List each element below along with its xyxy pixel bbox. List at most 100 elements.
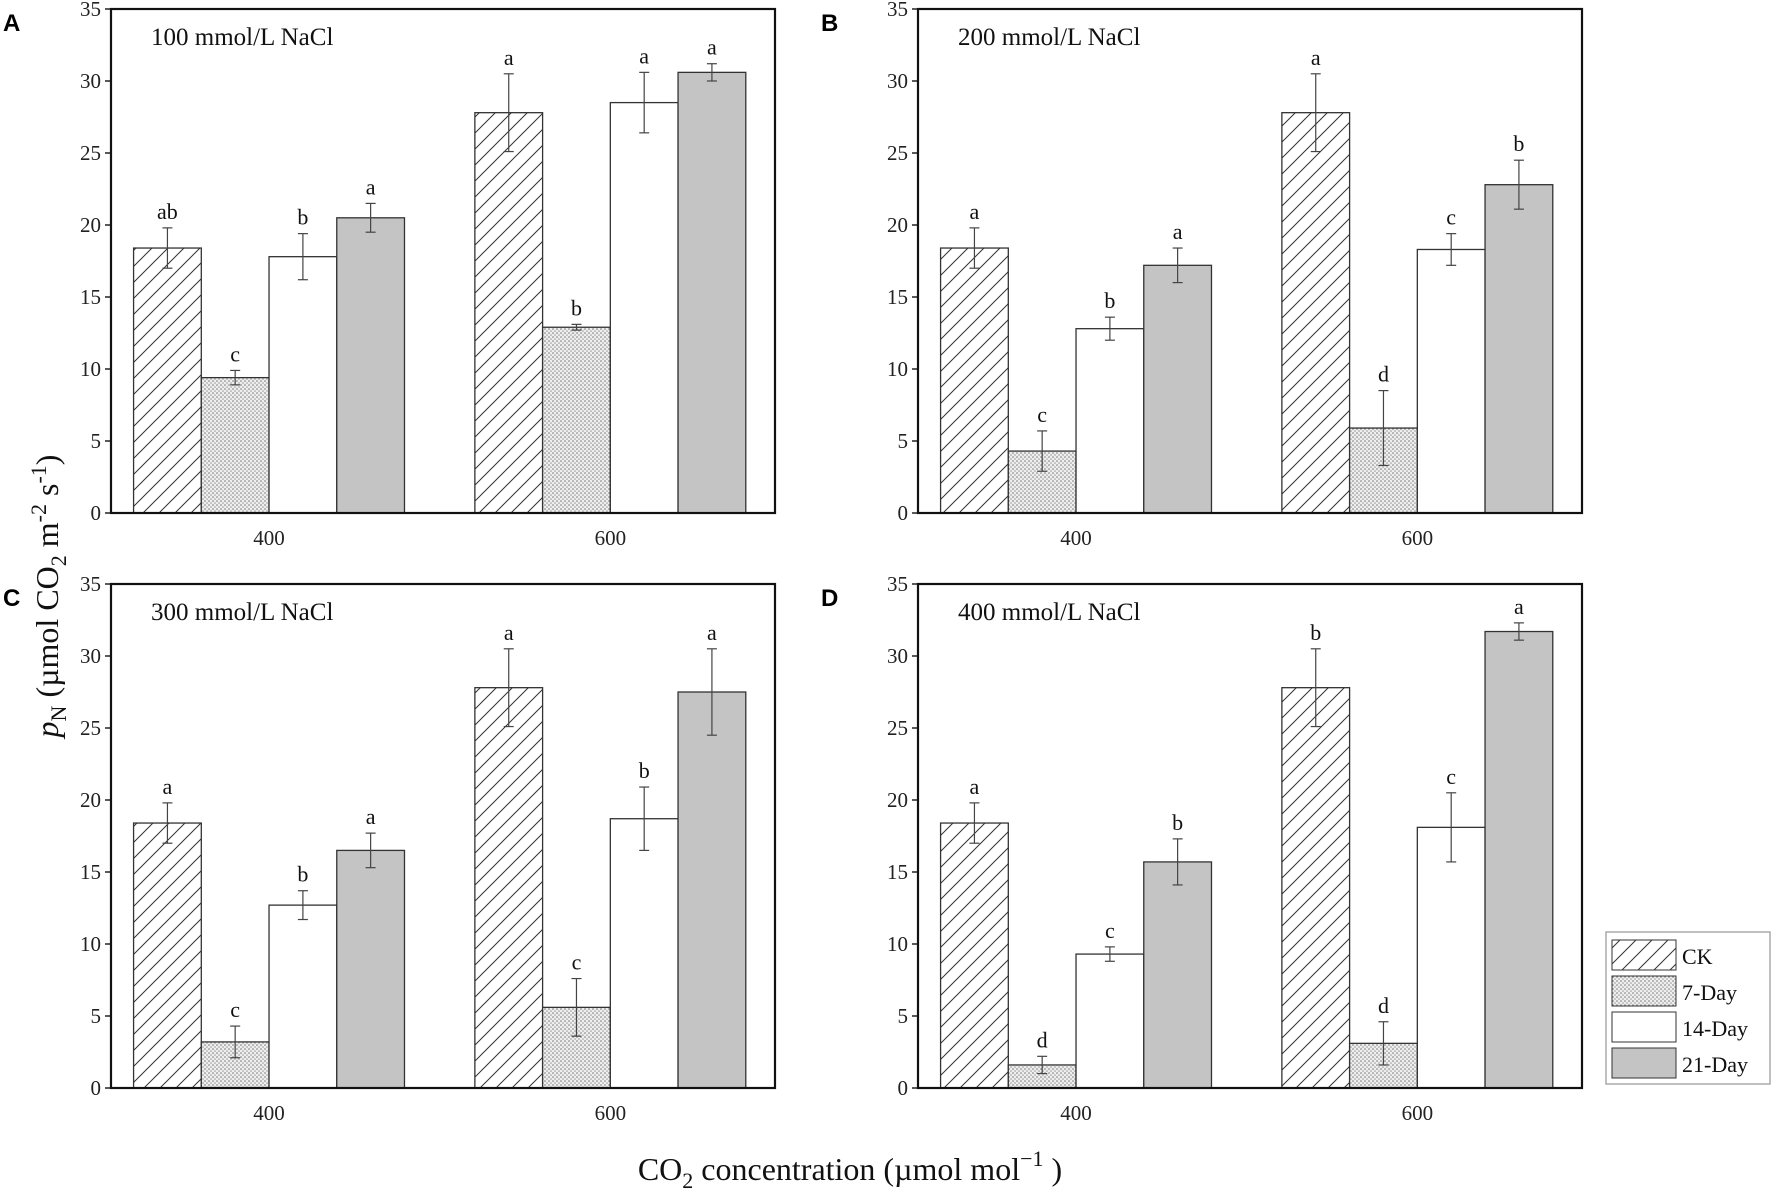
bar-7day-400: [200, 376, 270, 514]
significance-letter: c: [1446, 764, 1456, 789]
y-tick-label: 0: [91, 1076, 102, 1100]
legend-label-21day: 21-Day: [1682, 1052, 1748, 1077]
bar-ck-600: [1281, 687, 1351, 1089]
significance-letter: a: [504, 45, 514, 70]
significance-letter: d: [1378, 362, 1389, 387]
significance-letter: c: [1446, 205, 1456, 230]
y-tick-label: 0: [91, 501, 102, 525]
significance-letter: c: [230, 341, 240, 366]
significance-letter: a: [1173, 219, 1183, 244]
y-tick-label: 15: [80, 860, 101, 884]
bar-14day-400: [1075, 953, 1145, 1089]
y-tick-label: 10: [887, 357, 908, 381]
significance-letter: a: [366, 804, 376, 829]
y-tick-label: 30: [80, 644, 101, 668]
legend-swatch-ck: [1611, 939, 1677, 971]
x-tick-label: 600: [1402, 1101, 1434, 1125]
bar-21day-400: [336, 217, 406, 514]
x-tick-label: 600: [595, 526, 627, 550]
y-tick-label: 35: [887, 0, 908, 21]
bar-ck-600: [474, 687, 544, 1089]
legend-swatch-14day: [1611, 1011, 1677, 1043]
legend-label-7day: 7-Day: [1682, 980, 1737, 1005]
bar-14day-600: [609, 818, 679, 1089]
y-tick-label: 0: [898, 501, 909, 525]
y-tick-label: 35: [80, 0, 101, 21]
panel-d: D 400 mmol/L NaCl 0 5 10 15 20 25 30 35 a d c b 400 b d c…: [821, 572, 1584, 1125]
significance-letter: c: [1037, 402, 1047, 427]
y-tick-label: 25: [887, 141, 908, 165]
bar-21day-600: [677, 71, 747, 514]
y-tick-label: 30: [887, 69, 908, 93]
significance-letter: a: [707, 620, 717, 645]
significance-letter: b: [639, 758, 650, 783]
bar-14day-600: [609, 101, 679, 514]
y-tick-label: 5: [898, 429, 909, 453]
y-tick-label: 0: [898, 1076, 909, 1100]
y-tick-label: 35: [80, 572, 101, 596]
y-tick-label: 30: [887, 644, 908, 668]
significance-letter: b: [1310, 620, 1321, 645]
legend: CK 7-Day 14-Day 21-Day: [1605, 931, 1771, 1085]
legend-label-14day: 14-Day: [1682, 1016, 1748, 1041]
bar-21day-600: [677, 691, 747, 1089]
panel-letter: B: [821, 10, 838, 37]
y-tick-label: 10: [80, 932, 101, 956]
significance-letter: a: [1514, 594, 1524, 619]
panel-title: 400 mmol/L NaCl: [958, 599, 1140, 626]
significance-letter: ab: [157, 199, 178, 224]
x-axis-title: CO2 concentration (µmol mol−1 ): [638, 1146, 1062, 1193]
y-tick-label: 10: [887, 932, 908, 956]
y-axis-title: pN (µmol CO2 m-2 s-1): [26, 455, 71, 740]
y-tick-label: 35: [887, 572, 908, 596]
y-tick-label: 30: [80, 69, 101, 93]
bar-7day-600: [541, 326, 611, 514]
bar-14day-600: [1416, 826, 1486, 1089]
x-tick-label: 400: [253, 1101, 285, 1125]
bar-ck-600: [1281, 112, 1351, 514]
significance-letter: a: [639, 43, 649, 68]
bar-ck-400: [939, 822, 1009, 1089]
y-tick-label: 15: [887, 860, 908, 884]
bar-21day-400: [1143, 264, 1213, 514]
significance-letter: a: [970, 774, 980, 799]
y-tick-label: 20: [80, 788, 101, 812]
significance-letter: b: [297, 205, 308, 230]
y-tick-label: 5: [898, 1004, 909, 1028]
significance-letter: b: [297, 862, 308, 887]
significance-letter: b: [1172, 810, 1183, 835]
panel-b: B 200 mmol/L NaCl 0 5 10 15 20 25 30 35 a c b a 400 a d c…: [821, 0, 1584, 550]
x-tick-label: 400: [253, 526, 285, 550]
bar-ck-400: [132, 247, 202, 514]
panel-letter: C: [3, 585, 20, 612]
panel-c: C 300 mmol/L NaCl 0 5 10 15 20 25 30 35 a c b a 400 a c b…: [3, 572, 777, 1125]
x-tick-label: 400: [1060, 1101, 1092, 1125]
panel-title: 200 mmol/L NaCl: [958, 24, 1140, 51]
y-tick-label: 25: [887, 716, 908, 740]
plot-frame: [916, 7, 1584, 515]
bar-14day-400: [268, 256, 338, 514]
panel-title: 300 mmol/L NaCl: [151, 599, 333, 626]
y-tick-label: 20: [80, 213, 101, 237]
significance-letter: a: [1311, 45, 1321, 70]
x-tick-label: 600: [1402, 526, 1434, 550]
legend-label-ck: CK: [1682, 944, 1713, 969]
panel-letter: D: [821, 585, 838, 612]
significance-letter: b: [1104, 288, 1115, 313]
y-tick-label: 25: [80, 716, 101, 740]
significance-letter: b: [1513, 131, 1524, 156]
plot-frame: [916, 582, 1584, 1090]
bar-ck-400: [132, 822, 202, 1089]
bar-ck-400: [939, 247, 1009, 514]
legend-swatch-21day: [1611, 1047, 1677, 1079]
x-tick-label: 600: [595, 1101, 627, 1125]
y-tick-label: 5: [91, 1004, 102, 1028]
significance-letter: c: [230, 997, 240, 1022]
bar-14day-400: [268, 904, 338, 1089]
plot-frame: [109, 7, 777, 515]
bar-ck-600: [474, 112, 544, 514]
bar-14day-600: [1416, 248, 1486, 514]
bar-21day-400: [1143, 861, 1213, 1089]
significance-letter: a: [707, 35, 717, 60]
